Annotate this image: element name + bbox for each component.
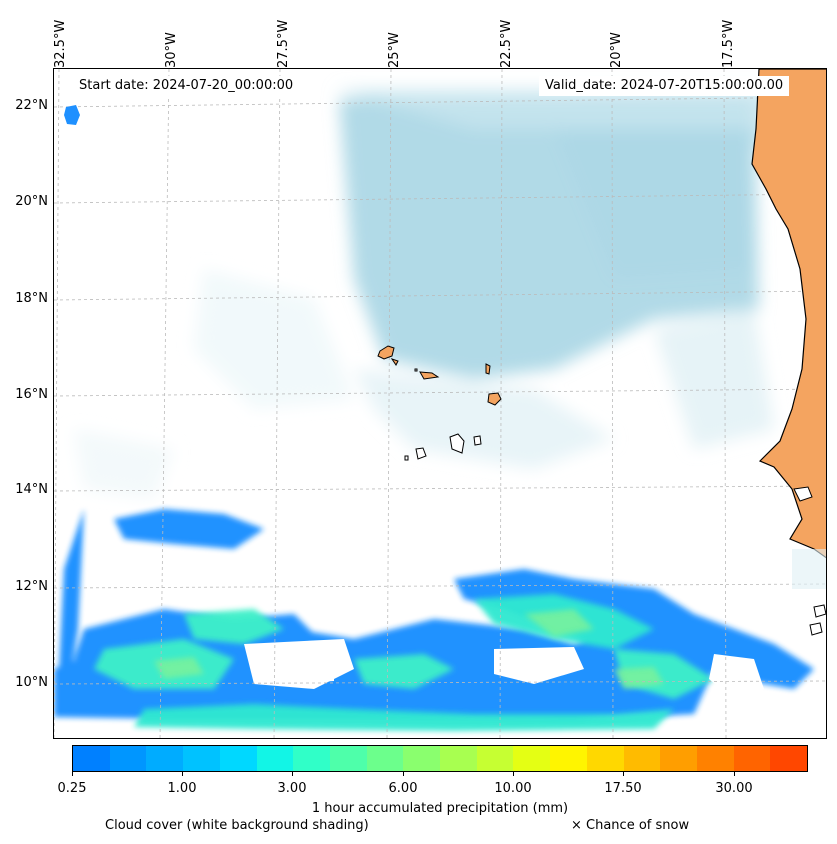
lon-label-17-5w: 17.5°W (721, 19, 736, 68)
colorbar-segment (146, 746, 184, 771)
colorbar-segment (696, 746, 734, 771)
lat-label-22n: 22°N (15, 98, 48, 113)
colorbar-segment (440, 746, 477, 771)
lat-label-14n: 14°N (15, 482, 48, 497)
cb-tickmark (623, 772, 624, 776)
cb-tick-label: 0.25 (57, 781, 87, 796)
colorbar-segment (366, 746, 404, 771)
colorbar-segment (403, 746, 441, 771)
colorbar-segment (770, 746, 808, 771)
lon-label-25w: 25°W (387, 32, 402, 68)
colorbar-segment (623, 746, 661, 771)
colorbar-segment (329, 746, 367, 771)
cb-tickmark (513, 772, 514, 776)
lat-label-16n: 16°N (15, 387, 48, 402)
precipitation-colorbar (72, 745, 808, 772)
map-panel[interactable] (53, 68, 827, 739)
cb-tickmark (182, 772, 183, 776)
precip-blob-nw (64, 105, 80, 125)
cb-tickmark (734, 772, 735, 776)
cape-verde-islands (377, 345, 502, 461)
map-canvas (54, 69, 826, 738)
lat-label-18n: 18°N (15, 291, 48, 306)
colorbar-segment (513, 746, 551, 771)
cloud-cover-legend: Cloud cover (white background shading) (105, 818, 369, 833)
lon-label-27-5w: 27.5°W (276, 19, 291, 68)
cb-tick-label: 17.50 (604, 781, 642, 796)
cb-tickmark (403, 772, 404, 776)
lat-label-20n: 20°N (15, 194, 48, 209)
colorbar-segment (550, 746, 587, 771)
lon-label-32-5w: 32.5°W (53, 19, 68, 68)
colorbar-segment (256, 746, 294, 771)
start-date-label: Start date: 2024-07-20_00:00:00 (73, 76, 300, 96)
colorbar-title: 1 hour accumulated precipitation (mm) (311, 801, 569, 816)
colorbar-segment (183, 746, 220, 771)
colorbar-segment (586, 746, 624, 771)
colorbar-segment (660, 746, 697, 771)
graticule (54, 69, 826, 738)
cb-tick-label: 30.00 (715, 781, 753, 796)
lon-label-20w: 20°W (609, 32, 624, 68)
cb-tick-label: 3.00 (277, 781, 307, 796)
west-africa-coast-fragments (793, 486, 826, 636)
cb-tick-label: 6.00 (388, 781, 418, 796)
snow-legend: × Chance of snow (571, 818, 690, 833)
lat-label-12n: 12°N (15, 579, 48, 594)
cb-tick-label: 1.00 (167, 781, 197, 796)
cb-tickmark (292, 772, 293, 776)
lon-label-30w: 30°W (164, 32, 179, 68)
cb-tickmark (72, 772, 73, 776)
colorbar-segment (73, 746, 110, 771)
colorbar-segment (293, 746, 330, 771)
colorbar-segment (476, 746, 514, 771)
colorbar-segment (109, 746, 147, 771)
lat-label-10n: 10°N (15, 675, 48, 690)
cb-tick-label: 10.00 (494, 781, 532, 796)
lon-label-22-5w: 22.5°W (499, 19, 514, 68)
colorbar-segment (733, 746, 771, 771)
colorbar-segment (219, 746, 257, 771)
valid-date-label: Valid_date: 2024-07-20T15:00:00.00 (539, 76, 790, 96)
precipitation-bands (54, 509, 814, 731)
coast-cloud-patch (792, 549, 826, 589)
cloud-cover-shading (74, 89, 774, 499)
africa-landmass (751, 69, 826, 559)
